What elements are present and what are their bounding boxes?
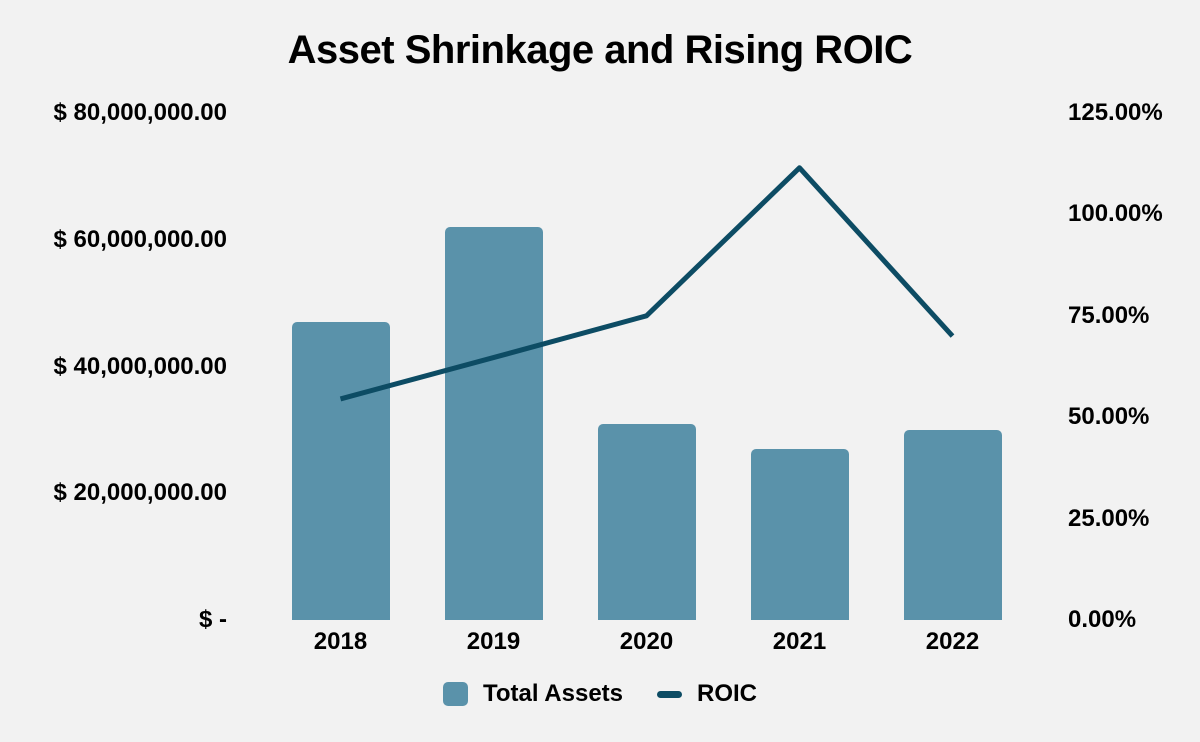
roic-swatch-icon [657,690,683,698]
x-label-2018: 2018 [313,628,368,655]
bar-2022 [903,429,1002,620]
chart-title: Asset Shrinkage and Rising ROIC [287,28,913,72]
right-axis-tick: 125.00% [1068,99,1163,126]
total-assets-swatch-icon [442,682,468,706]
left-axis-tick: $ 60,000,000.00 [53,225,228,253]
bar-2018 [291,322,390,620]
legend-item-total-assets: Total Assets [442,679,624,709]
left-axis-tick: $ 40,000,000.00 [53,352,228,380]
right-axis-tick: 0.00% [1068,606,1137,633]
right-axis-tick: 100.00% [1068,200,1163,228]
legend-item-roic: ROIC [657,679,757,709]
roic-line [339,165,955,402]
legend: Total Assets ROIC [0,679,1200,709]
right-axis-tick: 25.00% [1068,504,1150,532]
bar-2019 [444,227,543,620]
legend-label-roic: ROIC [697,680,758,707]
right-axis-tick: 75.00% [1068,301,1150,329]
x-label-2022: 2022 [925,628,980,655]
left-axis-tick: $ 20,000,000.00 [53,479,228,507]
legend-label-total-assets: Total Assets [482,680,624,707]
left-axis-tick: $ - [198,606,227,633]
bar-2021 [750,448,849,620]
bar-2020 [597,423,696,620]
right-axis-tick: 50.00% [1068,403,1150,431]
left-axis-tick: $ 80,000,000.00 [53,99,228,126]
x-label-2021: 2021 [772,628,827,655]
x-label-2019: 2019 [466,628,521,655]
x-label-2020: 2020 [619,628,674,655]
